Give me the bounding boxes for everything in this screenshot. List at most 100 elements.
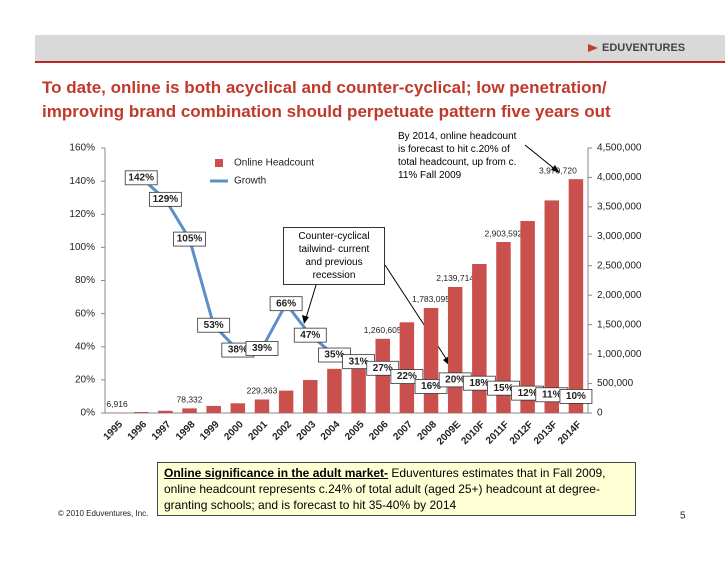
bar xyxy=(230,403,246,413)
x-tick-group: 2010F xyxy=(459,419,487,447)
line-label: 53% xyxy=(204,320,224,331)
x-tick-group: 2003 xyxy=(295,419,319,443)
x-tick-label: 2000 xyxy=(222,419,246,443)
y2-tick-label: 4,500,000 xyxy=(597,143,642,154)
header-rule xyxy=(35,61,725,63)
x-tick-group: 1995 xyxy=(102,419,126,443)
bar xyxy=(303,380,318,413)
x-tick-group: 2005 xyxy=(343,419,367,443)
x-tick-label: 2012F xyxy=(508,419,536,447)
x-tick-label: 2002 xyxy=(271,419,295,443)
x-tick-group: 2002 xyxy=(271,419,295,443)
bar xyxy=(254,399,270,413)
bar xyxy=(544,200,560,413)
line-label: 27% xyxy=(373,363,393,374)
x-tick-label: 1996 xyxy=(126,419,150,443)
bar xyxy=(351,354,366,413)
y2-tick-label: 2,000,000 xyxy=(597,290,642,301)
y-tick-label: 140% xyxy=(69,176,95,187)
line-label: 31% xyxy=(349,356,369,367)
label-box xyxy=(124,170,158,186)
y-tick-label: 0% xyxy=(81,408,96,419)
x-tick-group: 2014F xyxy=(556,419,584,447)
bar xyxy=(423,307,439,413)
x-tick-label: 1995 xyxy=(102,419,126,443)
footnote-lead: Online significance in the adult market- xyxy=(164,466,389,480)
bar xyxy=(568,179,584,413)
bar-label: 2,903,592 xyxy=(485,228,523,238)
y2-tick-label: 3,000,000 xyxy=(597,231,642,242)
x-tick-label: 2003 xyxy=(295,419,319,443)
bar xyxy=(496,242,511,413)
line-label: 20% xyxy=(445,375,465,386)
x-tick-group: 1996 xyxy=(126,419,150,443)
line-label: 105% xyxy=(177,234,203,245)
bar xyxy=(520,221,535,413)
y-tick-label: 20% xyxy=(75,375,95,386)
x-tick-group: 2006 xyxy=(367,419,391,443)
bar-label: 3,970,720 xyxy=(539,165,577,175)
x-tick-group: 2001 xyxy=(246,419,270,443)
legend-swatch xyxy=(215,159,223,167)
arrow xyxy=(524,144,557,171)
bar xyxy=(133,412,149,413)
x-tick-group: 2011F xyxy=(484,419,511,446)
y-tick-label: 80% xyxy=(75,275,95,286)
y2-tick-label: 1,000,000 xyxy=(597,349,642,360)
label-box xyxy=(173,231,206,247)
bar-label: 2,139,714 xyxy=(436,273,474,283)
y2-tick-label: 2,500,000 xyxy=(597,260,642,271)
x-tick-label: 2010F xyxy=(459,419,487,447)
legend-label: Growth xyxy=(234,176,266,187)
line-label: 12% xyxy=(518,388,538,399)
bar-label: 6,916 xyxy=(106,399,128,409)
x-tick-group: 1999 xyxy=(198,419,222,443)
footnote: Online significance in the adult market-… xyxy=(157,462,636,516)
page-number: 5 xyxy=(680,511,686,522)
x-tick-group: 2004 xyxy=(319,419,343,443)
x-tick-label: 2009E xyxy=(435,419,463,447)
x-tick-label: 2005 xyxy=(343,419,367,443)
bar xyxy=(375,338,390,413)
x-tick-group: 1997 xyxy=(150,419,174,443)
bar xyxy=(447,286,463,413)
bar xyxy=(278,390,294,413)
x-tick-group: 2009E xyxy=(435,419,463,447)
x-tick-group: 2013F xyxy=(532,419,560,447)
x-tick-label: 1998 xyxy=(174,419,198,443)
y2-tick-label: 1,500,000 xyxy=(597,319,642,330)
x-tick-group: 2000 xyxy=(222,419,246,443)
x-tick-group: 2007 xyxy=(391,419,415,443)
y-tick-label: 120% xyxy=(69,209,95,220)
line-label: 18% xyxy=(469,378,489,389)
y2-tick-label: 0 xyxy=(597,408,603,419)
logo-mark xyxy=(588,44,598,52)
x-tick-label: 2013F xyxy=(532,419,560,447)
logo: EDUVENTURES xyxy=(602,42,685,54)
y-tick-label: 160% xyxy=(69,143,95,154)
label-box xyxy=(148,191,182,207)
callout: Counter-cyclical tailwind- current and p… xyxy=(283,227,385,285)
line-label: 39% xyxy=(252,343,272,354)
arrow-head xyxy=(302,315,309,324)
x-tick-label: 1999 xyxy=(198,419,222,443)
line-label: 129% xyxy=(153,194,179,205)
legend-label: Online Headcount xyxy=(234,158,314,169)
bar xyxy=(206,405,221,413)
footnote-text: Eduventures estimates that in Fall 2009,… xyxy=(164,466,606,512)
y-tick-label: 100% xyxy=(69,242,95,253)
bar xyxy=(158,410,173,413)
y2-tick-label: 500,000 xyxy=(597,378,634,389)
line-label: 35% xyxy=(324,350,344,361)
label-box xyxy=(269,296,303,312)
bar xyxy=(327,368,342,413)
x-tick-label: 2001 xyxy=(246,419,270,443)
title-line: improving brand combination should perpe… xyxy=(42,102,611,121)
line-label: 22% xyxy=(397,371,417,382)
y-tick-label: 60% xyxy=(75,308,95,319)
label-box xyxy=(559,389,593,404)
x-tick-label: 2007 xyxy=(391,419,415,443)
callout: By 2014, online headcount is forecast to… xyxy=(393,128,525,196)
